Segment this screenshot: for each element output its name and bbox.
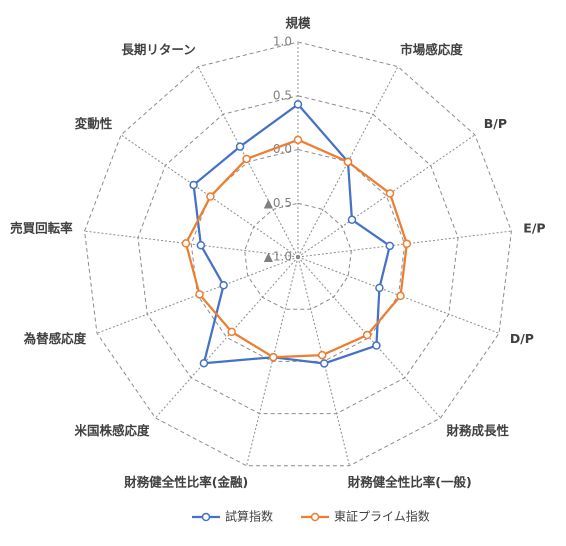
point [219, 280, 228, 290]
point [181, 239, 191, 248]
tick-label: 0.5 [273, 88, 292, 102]
legend-marker [310, 512, 320, 522]
point [402, 239, 412, 249]
point [195, 290, 204, 299]
point [347, 215, 357, 224]
legend-label: 東証プライム指数 [334, 509, 430, 524]
point [206, 192, 215, 201]
point [242, 154, 251, 164]
category-label: 売買回転率 [10, 220, 73, 235]
category-label: 米国株感応度 [73, 423, 150, 438]
category-label: D/P [510, 331, 534, 346]
point [375, 283, 384, 293]
grid-ring [84, 41, 512, 467]
point [227, 327, 236, 337]
category-label: 長期リターン [121, 42, 195, 57]
legend-marker [201, 512, 211, 522]
category-label: E/P [523, 220, 545, 235]
tick-label: 0.0 [273, 142, 292, 156]
category-label: 市場感応度 [400, 42, 463, 57]
point [385, 189, 395, 198]
point [396, 291, 405, 301]
point [319, 359, 329, 368]
legend-label: 試算指数 [225, 509, 273, 524]
point [199, 358, 209, 368]
category-label: 為替感応度 [23, 331, 87, 346]
point [293, 135, 303, 145]
category-label: 財務健全性比率(一般) [347, 475, 472, 490]
point [269, 352, 278, 362]
category-label: 規模 [285, 16, 311, 31]
point [189, 180, 198, 190]
point [317, 350, 327, 360]
point [385, 241, 395, 251]
spoke [155, 256, 299, 419]
tick-label: ▲0.5 [264, 196, 292, 210]
spoke [297, 134, 476, 258]
point [196, 240, 206, 250]
point [362, 330, 372, 340]
tick-label: 1.0 [273, 35, 292, 49]
series-line [192, 102, 392, 365]
point [235, 142, 245, 151]
category-label: B/P [484, 116, 507, 131]
category-label: 財務健全性比率(金融) [123, 475, 248, 490]
point [293, 100, 303, 109]
point [343, 157, 353, 167]
grid-ring [137, 95, 459, 415]
category-label: 財務成長性 [446, 423, 510, 438]
series-line [184, 138, 408, 359]
point [372, 341, 381, 350]
category-label: 変動性 [75, 116, 113, 131]
tick-label: ▲1.0 [264, 250, 292, 264]
